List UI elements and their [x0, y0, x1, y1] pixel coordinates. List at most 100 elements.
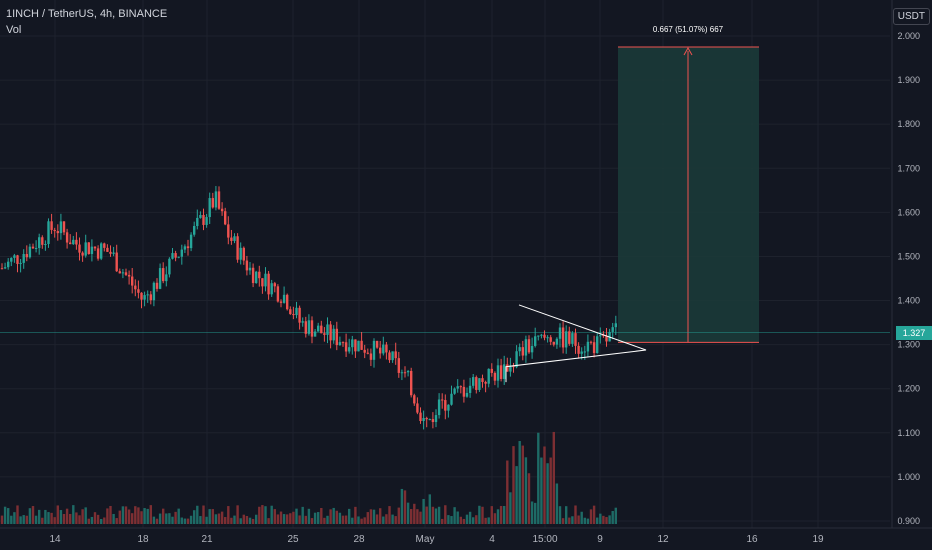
volume-bar	[255, 514, 258, 524]
volume-bar	[93, 512, 97, 524]
volume-bar	[87, 518, 90, 524]
volume-bar	[385, 514, 388, 524]
volume-bar	[348, 508, 351, 524]
candle-body	[220, 208, 224, 212]
time-tick-label: May	[416, 534, 435, 545]
price-tick-label: 0.900	[897, 516, 920, 526]
price-tick-label: 1.100	[897, 428, 920, 438]
currency-badge[interactable]: USDT	[892, 8, 930, 25]
volume-bar	[437, 506, 441, 524]
triangle-pattern[interactable]	[505, 304, 647, 383]
candle-body	[183, 246, 187, 250]
projection-arrow-head	[683, 47, 693, 56]
time-axis[interactable]: 14 18 21 25 28 May 4 15:00 9 12 16 19	[0, 527, 932, 545]
candle-body	[112, 252, 115, 254]
volume-bar	[50, 512, 53, 524]
price-tick-label: 1.400	[897, 296, 920, 306]
volume-bar	[586, 518, 590, 524]
volume-bar	[295, 508, 298, 524]
volume-bar	[363, 517, 366, 524]
volume-bar	[84, 507, 87, 524]
volume-bar	[397, 507, 400, 524]
volume-bar	[549, 457, 552, 524]
volume-label: Vol	[6, 24, 22, 36]
volume-bar	[251, 518, 255, 524]
volume-bar	[555, 483, 559, 524]
volume-bar	[375, 514, 379, 524]
volume-bar	[481, 506, 484, 524]
candle-body	[50, 221, 53, 230]
time-tick-label: 19	[812, 534, 824, 545]
candle-body	[472, 377, 475, 386]
candle-body	[419, 412, 422, 422]
candle-body	[481, 378, 484, 382]
volume-bar	[289, 513, 292, 524]
volume-bar	[475, 515, 478, 524]
volume-bar	[456, 511, 459, 524]
volume-bar	[320, 507, 323, 524]
candle-body	[227, 224, 230, 238]
candle-body	[558, 327, 562, 339]
candle-body	[59, 221, 63, 234]
projection-box[interactable]	[0, 46, 890, 343]
candle-body	[478, 378, 481, 390]
candle-body	[506, 364, 509, 372]
candle-body	[199, 214, 202, 218]
volume-bar	[196, 505, 199, 524]
volume-bar	[199, 516, 202, 524]
candle-body	[118, 271, 121, 274]
candle-body	[366, 352, 369, 354]
candle-body	[186, 246, 190, 249]
volume-bar	[406, 502, 410, 524]
candle-body	[140, 292, 143, 300]
time-tick-label: 9	[597, 534, 603, 545]
volume-bar	[580, 511, 583, 524]
volume-bar	[233, 515, 236, 524]
candle-body	[214, 191, 218, 208]
candle-body	[233, 236, 236, 241]
candle-body	[468, 385, 472, 393]
volume-bar	[65, 508, 69, 524]
volume-bar	[313, 512, 317, 524]
volume-bar	[521, 445, 524, 524]
candle-body	[313, 331, 317, 337]
candlesticks[interactable]	[0, 186, 617, 430]
volume-bar	[472, 517, 475, 524]
volume-bar	[56, 505, 59, 524]
price-axis[interactable]: 2.000 1.900 1.800 1.700 1.600 1.500 1.400 1.300…	[891, 0, 920, 528]
volume-bar	[118, 510, 121, 524]
volume-bar	[162, 508, 165, 524]
candle-body	[515, 351, 518, 368]
candle-body	[149, 294, 152, 301]
candle-body	[41, 237, 44, 245]
volume-bar	[193, 510, 196, 524]
volume-bar	[602, 515, 605, 524]
candle-body	[524, 339, 528, 356]
candle-body	[320, 325, 323, 334]
candle-body	[459, 386, 462, 388]
volume-bar	[527, 473, 531, 524]
volume-bar	[109, 505, 112, 524]
candle-body	[146, 294, 149, 296]
volume-bar	[561, 518, 565, 524]
volume-bar	[16, 505, 19, 524]
candle-body	[245, 260, 249, 271]
symbol-title[interactable]: 1INCH / TetherUS, 4h, BINANCE	[6, 8, 168, 20]
volume-bar	[279, 511, 283, 524]
candle-body	[589, 341, 593, 343]
volume-bar	[177, 508, 180, 524]
volume-bar	[205, 516, 208, 524]
volume-bar	[149, 505, 152, 524]
volume-bar	[25, 515, 28, 524]
candle-body	[103, 243, 106, 248]
volume-bar	[515, 466, 518, 524]
candle-body	[230, 237, 233, 241]
candle-body	[255, 271, 258, 284]
candle-body	[25, 254, 28, 258]
candle-body	[127, 274, 131, 277]
volume-bar	[245, 515, 249, 524]
candle-body	[279, 301, 283, 303]
volume-bar	[264, 506, 267, 524]
candle-body	[47, 221, 50, 245]
